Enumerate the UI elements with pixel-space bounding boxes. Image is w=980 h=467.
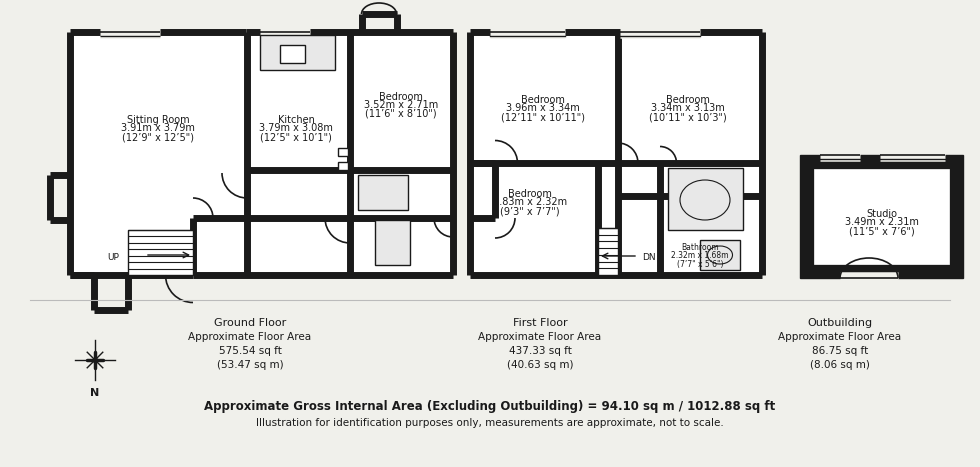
Bar	[814, 169, 949, 264]
Text: Sitting Room: Sitting Room	[126, 115, 189, 125]
Text: Approximate Floor Area: Approximate Floor Area	[778, 332, 902, 342]
Text: Ground Floor: Ground Floor	[214, 318, 286, 328]
Text: Bedroom: Bedroom	[521, 95, 564, 105]
Text: N: N	[90, 388, 100, 398]
Text: 3.34m x 3.13m: 3.34m x 3.13m	[651, 103, 725, 113]
Text: 3.79m x 3.08m: 3.79m x 3.08m	[259, 123, 333, 133]
Text: (12’5" x 10’1"): (12’5" x 10’1")	[260, 132, 332, 142]
Text: 437.33 sq ft: 437.33 sq ft	[509, 346, 571, 356]
Text: 3.52m x 2.71m: 3.52m x 2.71m	[364, 100, 438, 110]
Text: 3.49m x 2.31m: 3.49m x 2.31m	[845, 217, 919, 227]
Text: Bedroom: Bedroom	[666, 95, 710, 105]
Text: (9’3" x 7’7"): (9’3" x 7’7")	[500, 206, 560, 216]
Text: Kitchen: Kitchen	[277, 115, 315, 125]
Text: (11’5" x 7’6"): (11’5" x 7’6")	[849, 226, 915, 236]
Text: Illustration for identification purposes only, measurements are approximate, not: Illustration for identification purposes…	[256, 418, 724, 428]
Text: UP: UP	[107, 253, 119, 262]
Text: (7’7" x 5’6"): (7’7" x 5’6")	[677, 260, 723, 269]
Text: (11’6" x 8’10"): (11’6" x 8’10")	[366, 109, 437, 119]
Bar	[470, 32, 762, 275]
Text: Bedroom: Bedroom	[508, 189, 552, 199]
Text: (12’11" x 10’11"): (12’11" x 10’11")	[501, 112, 585, 122]
Bar	[338, 148, 348, 156]
Text: 2.83m x 2.32m: 2.83m x 2.32m	[493, 197, 567, 207]
Bar	[598, 228, 618, 275]
Text: 3.91m x 3.79m: 3.91m x 3.79m	[122, 123, 195, 133]
Bar	[375, 220, 410, 265]
Bar	[280, 45, 305, 63]
Bar	[70, 32, 453, 275]
Text: Studio: Studio	[866, 209, 898, 219]
Text: 86.75 sq ft: 86.75 sq ft	[811, 346, 868, 356]
Text: 2.32m x 1.68m: 2.32m x 1.68m	[671, 252, 729, 261]
Text: (8.06 sq m): (8.06 sq m)	[810, 360, 870, 370]
Text: 3.96m x 3.34m: 3.96m x 3.34m	[506, 103, 580, 113]
Text: (40.63 sq m): (40.63 sq m)	[507, 360, 573, 370]
Bar	[700, 240, 740, 270]
Text: Bathroom: Bathroom	[681, 243, 718, 253]
Text: 575.54 sq ft: 575.54 sq ft	[219, 346, 281, 356]
Bar	[358, 175, 408, 210]
Text: Bedroom: Bedroom	[379, 92, 423, 102]
Bar	[338, 162, 348, 170]
Text: Approximate Floor Area: Approximate Floor Area	[188, 332, 312, 342]
Text: First Floor: First Floor	[513, 318, 567, 328]
Text: DN: DN	[642, 254, 656, 262]
Bar	[260, 35, 335, 70]
Text: (12’9" x 12’5"): (12’9" x 12’5")	[122, 132, 194, 142]
Bar	[128, 230, 193, 275]
Bar	[800, 155, 963, 278]
Bar	[668, 168, 743, 230]
Text: Approximate Gross Internal Area (Excluding Outbuilding) = 94.10 sq m / 1012.88 s: Approximate Gross Internal Area (Excludi…	[205, 400, 775, 413]
Text: (10’11" x 10’3"): (10’11" x 10’3")	[649, 112, 727, 122]
Text: Approximate Floor Area: Approximate Floor Area	[478, 332, 602, 342]
Text: (53.47 sq m): (53.47 sq m)	[217, 360, 283, 370]
Text: Outbuilding: Outbuilding	[808, 318, 872, 328]
